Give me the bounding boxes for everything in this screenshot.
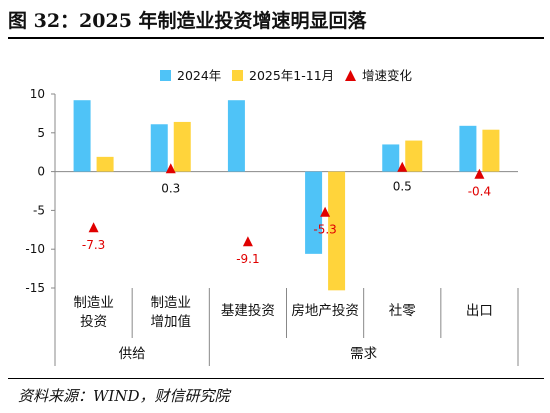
chart-title: 图 32：2025 年制造业投资增速明显回落 [8, 10, 367, 32]
y-tick-label: 0 [37, 165, 45, 179]
source-rule [8, 378, 544, 379]
group-label-0: 供给 [119, 346, 146, 362]
change-marker-1 [165, 163, 176, 174]
category-label-0: 制造业 [73, 295, 114, 311]
change-label-2: -9.1 [236, 252, 259, 266]
bar-2024-4 [382, 144, 400, 172]
legend-label-2: 增速变化 [362, 68, 413, 83]
category-label-2: 基建投资 [221, 302, 275, 319]
category-label-0: 投资 [80, 314, 107, 330]
change-markers: -7.3 0.3 -9.1 -5.3 0.5 -0.4 [82, 161, 491, 266]
legend-swatch-1 [232, 70, 243, 81]
category-label-1: 增加值 [151, 314, 192, 330]
category-label-5: 出口 [466, 303, 493, 319]
change-label-3: -5.3 [313, 223, 336, 237]
bar-2025-3 [328, 171, 346, 291]
bar-2025-4 [405, 140, 423, 172]
bar-2025-5 [482, 129, 500, 172]
bar-2024-2 [227, 100, 245, 172]
legend-label-1: 2025年1-11月 [249, 68, 334, 83]
group-label-1: 需求 [350, 346, 377, 362]
legend-label-0: 2024年 [177, 68, 221, 83]
bar-2025-0 [96, 156, 114, 172]
y-tick-label: 5 [37, 126, 45, 140]
y-tick-label: -15 [25, 281, 45, 295]
change-label-4: 0.5 [393, 180, 412, 194]
change-marker-0 [88, 222, 99, 233]
y-tick-label: -5 [33, 203, 45, 217]
category-label-1: 制造业 [151, 295, 192, 311]
change-label-0: -7.3 [82, 238, 105, 252]
category-label-4: 社零 [389, 303, 416, 319]
bar-2024-5 [459, 125, 477, 172]
bars [73, 100, 500, 291]
change-marker-2 [242, 236, 253, 247]
change-marker-5 [474, 168, 485, 179]
bar-2024-1 [150, 124, 168, 172]
bar-2024-3 [305, 171, 323, 254]
source-note: 资料来源：WIND，财信研究院 [18, 387, 230, 405]
change-marker-4 [397, 161, 408, 172]
category-label-3: 房地产投资 [291, 303, 359, 319]
bar-2024-0 [73, 100, 91, 172]
legend-swatch-2 [345, 70, 356, 81]
y-tick-label: -10 [25, 242, 45, 256]
title-rule [8, 37, 544, 39]
y-tick-label: 10 [30, 87, 45, 101]
legend-swatch-0 [160, 70, 171, 81]
change-label-1: 0.3 [161, 181, 180, 195]
change-label-5: -0.4 [468, 185, 491, 199]
axes: 10 5 0 -5 -10 -15 [25, 87, 518, 295]
bar-2025-1 [173, 121, 191, 172]
legend: 2024年 2025年1-11月 增速变化 [160, 68, 413, 83]
change-marker-3 [320, 206, 331, 217]
